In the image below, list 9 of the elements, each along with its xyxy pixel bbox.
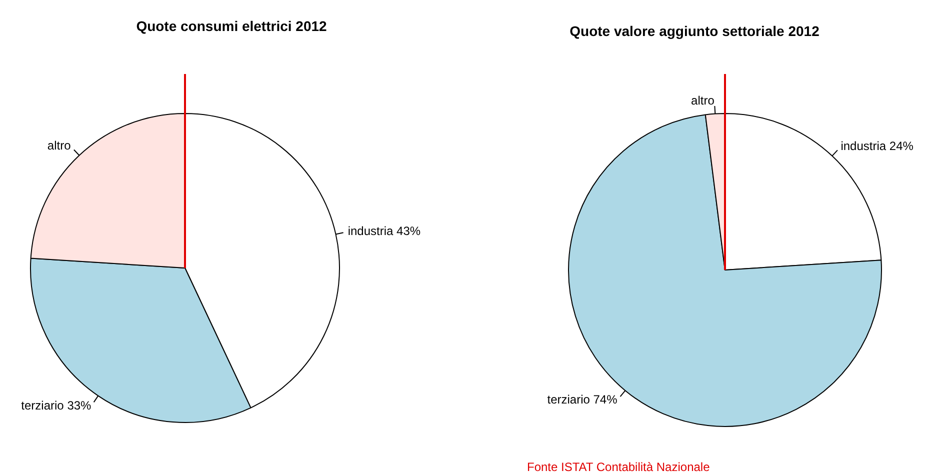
slice-label: industria 43% (348, 224, 421, 238)
chart-title: Quote valore aggiunto settoriale 2012 (568, 23, 820, 39)
slice-label: altro (691, 94, 715, 108)
slice-label: industria 24% (840, 139, 914, 154)
slice-label: terziario 33% (21, 398, 92, 412)
slice-label: altro (47, 138, 72, 153)
slice-label: terziario 74% (547, 392, 618, 407)
chart-title: Quote consumi elettrici 2012 (135, 18, 328, 34)
source-note: Fonte ISTAT Contabilità Nazionale (527, 460, 710, 474)
